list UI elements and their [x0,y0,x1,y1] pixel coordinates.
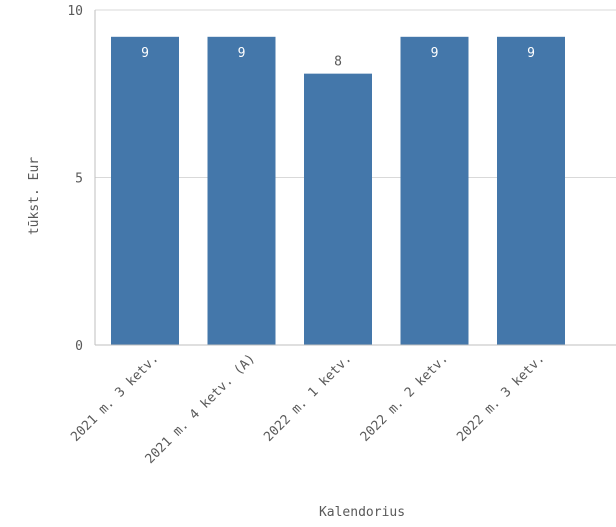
bars [111,36,565,346]
x-tick-label: 2021 m. 4 ketv. (A) [143,351,259,467]
x-axis-title: Kalendorius [319,505,405,520]
bar[interactable] [497,36,565,346]
bar[interactable] [400,36,469,346]
bar[interactable] [207,36,276,346]
y-tick-label: 5 [75,172,83,187]
bar-value-label: 9 [527,46,535,61]
x-tick-label: 2022 m. 2 ketv. [358,351,452,445]
x-tick-label: 2022 m. 1 ketv. [261,351,355,445]
y-tick-label: 0 [75,339,83,354]
bar[interactable] [111,36,179,346]
y-tick-label: 10 [67,4,83,19]
bar-value-label: 9 [141,46,149,61]
bar-value-label: 8 [334,55,342,70]
bar-value-label: 9 [238,46,246,61]
y-axis-title: tūkst. Eur [27,157,42,235]
x-tick-label: 2022 m. 3 ketv. [454,351,548,445]
axes [94,10,616,346]
bar[interactable] [304,73,372,346]
bar-value-label: 9 [431,46,439,61]
x-tick-label: 2021 m. 3 ketv. [68,351,162,445]
